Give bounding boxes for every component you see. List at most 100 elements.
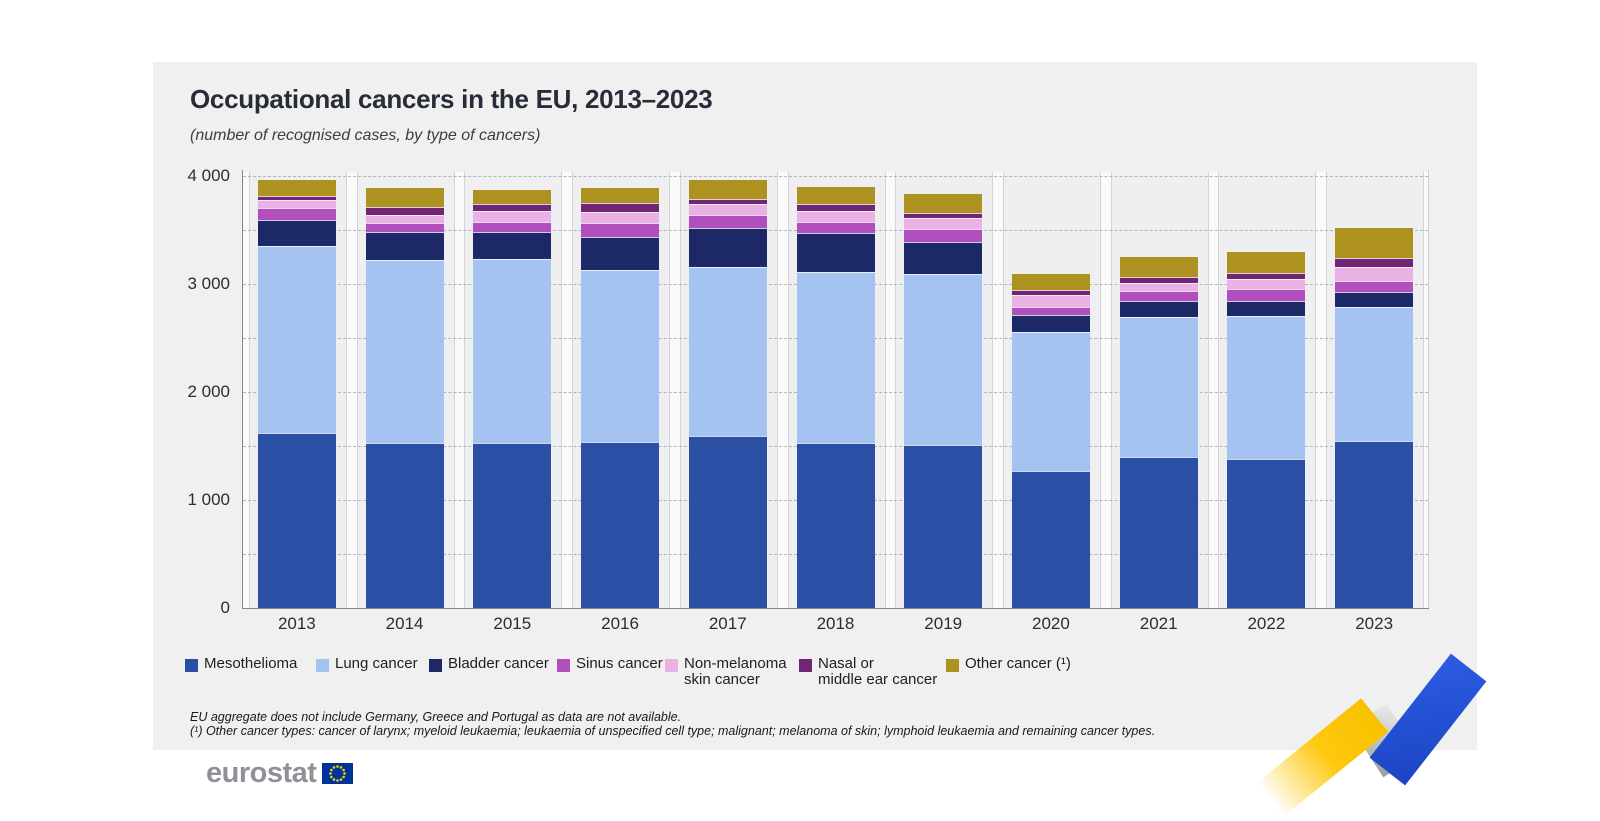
bar-segment-lung-cancer xyxy=(796,272,875,443)
bar-segment-lung-cancer xyxy=(581,269,660,442)
legend-label: Non-melanoma skin cancer xyxy=(684,655,787,688)
legend-item: Bladder cancer xyxy=(429,656,559,690)
bar-segment-bladder-cancer xyxy=(796,233,875,273)
footnote-other-cancer-types: (¹) Other cancer types: cancer of larynx… xyxy=(190,724,1156,738)
gridline xyxy=(243,176,1428,177)
x-axis-tick-label: 2013 xyxy=(277,614,316,633)
bar-segment-lung-cancer xyxy=(688,266,767,437)
bar-segment-bladder-cancer xyxy=(1119,301,1198,318)
bar-segment-other-cancer- xyxy=(904,193,983,213)
bar-segment-mesothelioma xyxy=(1119,456,1198,608)
bar-segment-sinus-cancer xyxy=(257,208,336,221)
bar-segment-nasal-or-middle-ear-cancer xyxy=(1011,289,1090,295)
legend-swatch xyxy=(665,659,678,672)
y-axis-line xyxy=(242,170,243,608)
bar-segment-bladder-cancer xyxy=(904,242,983,275)
x-axis-line xyxy=(242,608,1429,609)
bar-segment-nasal-or-middle-ear-cancer xyxy=(365,206,444,215)
legend-label: Sinus cancer xyxy=(576,655,663,672)
x-axis-tick-label: 2020 xyxy=(1032,614,1070,633)
bar-segment-nasal-or-middle-ear-cancer xyxy=(1335,257,1414,268)
eurostat-logo-text: eurostat xyxy=(206,757,317,789)
bar-segment-sinus-cancer xyxy=(581,222,660,237)
bar-segment-mesothelioma xyxy=(796,442,875,608)
legend-label: Mesothelioma xyxy=(204,655,298,672)
eurostat-logo: eurostat xyxy=(206,757,354,790)
bar-segment-sinus-cancer xyxy=(1119,291,1198,302)
bar-segment-mesothelioma xyxy=(257,433,336,608)
legend-label: Other cancer (¹) xyxy=(965,655,1071,672)
bar-segment-nasal-or-middle-ear-cancer xyxy=(904,212,983,218)
plot-right-edge xyxy=(1428,170,1429,608)
bar-segment-non-melanoma-skin-cancer xyxy=(1227,278,1306,289)
x-axis-tick-label: 2017 xyxy=(708,614,747,633)
legend-swatch xyxy=(557,659,570,672)
bar-segment-bladder-cancer xyxy=(581,237,660,270)
bar-segment-non-melanoma-skin-cancer xyxy=(796,210,875,223)
bar-segment-lung-cancer xyxy=(257,246,336,434)
legend-label: Nasal or middle ear cancer xyxy=(818,655,938,688)
chart-title: Occupational cancers in the EU, 2013–202… xyxy=(190,84,713,114)
bar-segment-mesothelioma xyxy=(904,444,983,608)
y-axis-tick-label: 4 000 xyxy=(187,166,230,185)
y-axis-tick-label: 1 000 xyxy=(187,490,230,509)
bar-segment-bladder-cancer xyxy=(1227,300,1306,317)
bar-segment-nasal-or-middle-ear-cancer xyxy=(796,204,875,211)
legend-item: Sinus cancer xyxy=(557,656,687,690)
bar-segment-nasal-or-middle-ear-cancer xyxy=(1119,276,1198,283)
legend-swatch xyxy=(316,659,329,672)
bar-segment-mesothelioma xyxy=(688,436,767,608)
legend-item: Non-melanoma skin cancer xyxy=(665,656,795,690)
y-axis-tick-label: 0 xyxy=(220,598,230,617)
legend-swatch xyxy=(799,659,812,672)
x-axis-tick-label: 2016 xyxy=(601,614,639,633)
bar-segment-lung-cancer xyxy=(1119,317,1198,457)
footnote-availability: EU aggregate does not include Germany, G… xyxy=(190,710,682,724)
bar-segment-sinus-cancer xyxy=(688,214,767,228)
x-axis-tick-label: 2021 xyxy=(1139,614,1178,633)
bar-segment-other-cancer- xyxy=(257,179,336,196)
bar-segment-sinus-cancer xyxy=(796,222,875,234)
bar-segment-other-cancer- xyxy=(365,187,444,207)
bar-segment-non-melanoma-skin-cancer xyxy=(1011,294,1090,308)
bar-segment-sinus-cancer xyxy=(1335,281,1414,292)
bar-segment-mesothelioma xyxy=(581,441,660,608)
bar-segment-non-melanoma-skin-cancer xyxy=(1119,282,1198,291)
legend-label: Lung cancer xyxy=(335,655,418,672)
x-axis-tick-label: 2014 xyxy=(385,614,424,633)
bar-segment-nasal-or-middle-ear-cancer xyxy=(581,203,660,213)
bar-segment-bladder-cancer xyxy=(688,227,767,267)
bar-segment-non-melanoma-skin-cancer xyxy=(365,214,444,223)
x-axis-tick-label: 2018 xyxy=(816,614,855,633)
x-axis-tick-label: 2015 xyxy=(493,614,532,633)
bar-segment-other-cancer- xyxy=(581,187,660,203)
bar-segment-other-cancer- xyxy=(796,186,875,205)
legend-swatch xyxy=(185,659,198,672)
bar-segment-mesothelioma xyxy=(473,442,552,608)
x-axis-tick-label: 2019 xyxy=(924,614,963,633)
bar-segment-nasal-or-middle-ear-cancer xyxy=(1227,273,1306,279)
bar-segment-non-melanoma-skin-cancer xyxy=(581,212,660,223)
bar-segment-non-melanoma-skin-cancer xyxy=(257,200,336,209)
bar-segment-other-cancer- xyxy=(1011,273,1090,290)
bar-segment-lung-cancer xyxy=(473,259,552,443)
bar-segment-nasal-or-middle-ear-cancer xyxy=(257,195,336,201)
bar-segment-mesothelioma xyxy=(1227,458,1306,608)
bar-segment-other-cancer- xyxy=(1119,257,1198,277)
chart-subtitle: (number of recognised cases, by type of … xyxy=(190,127,541,144)
bar-segment-lung-cancer xyxy=(904,274,983,445)
bar-segment-nasal-or-middle-ear-cancer xyxy=(688,199,767,205)
bar-segment-lung-cancer xyxy=(1335,306,1414,441)
bar-segment-bladder-cancer xyxy=(1011,314,1090,332)
legend-item: Other cancer (¹) xyxy=(946,656,1076,690)
legend-item: Lung cancer xyxy=(316,656,446,690)
bar-segment-bladder-cancer xyxy=(1335,291,1414,307)
bar-segment-bladder-cancer xyxy=(365,232,444,261)
bar-segment-non-melanoma-skin-cancer xyxy=(904,217,983,230)
bar-segment-non-melanoma-skin-cancer xyxy=(1335,267,1414,282)
bar-segment-non-melanoma-skin-cancer xyxy=(688,204,767,215)
bar-segment-sinus-cancer xyxy=(1227,288,1306,301)
bar-segment-mesothelioma xyxy=(1335,440,1414,608)
